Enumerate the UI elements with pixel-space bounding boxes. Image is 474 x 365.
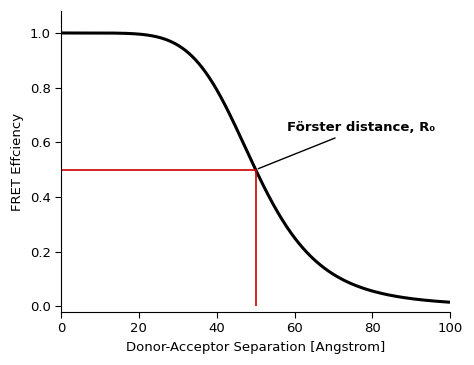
Y-axis label: FRET Effciency: FRET Effciency [11,112,24,211]
Text: Förster distance, R₀: Förster distance, R₀ [258,121,435,169]
X-axis label: Donor-Acceptor Separation [Angstrom]: Donor-Acceptor Separation [Angstrom] [126,341,385,354]
